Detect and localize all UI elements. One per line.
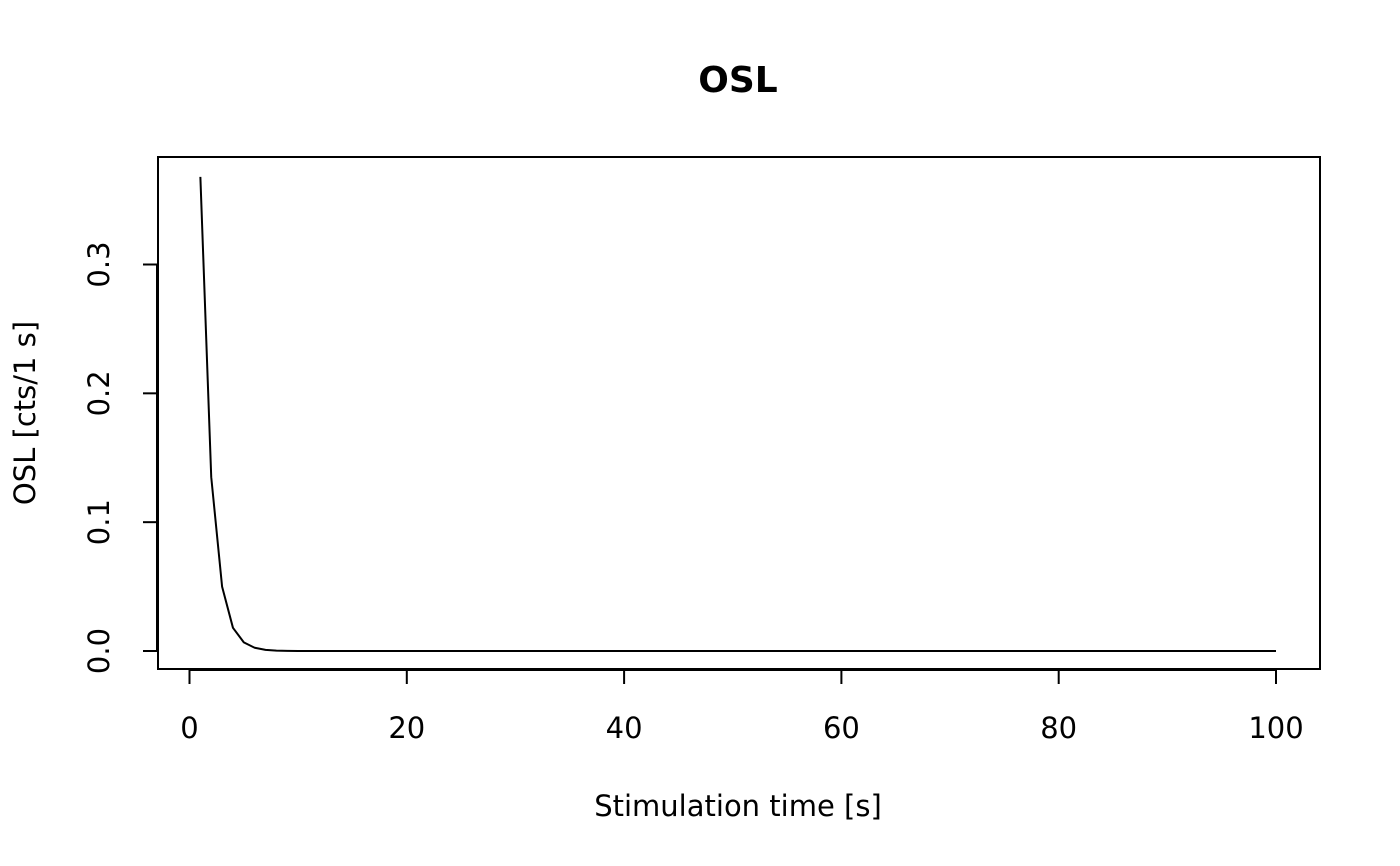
y-axis-label: OSL [cts/1 s] — [8, 321, 42, 505]
series-layer — [199, 176, 1276, 652]
series-line — [199, 176, 1276, 652]
y-tick-label: 0.2 — [82, 370, 116, 416]
y-tick-label: 0.1 — [82, 499, 116, 545]
x-tick-label: 60 — [823, 711, 860, 745]
x-axis-label: Stimulation time [s] — [594, 789, 882, 823]
plot-area-frame — [157, 156, 1321, 670]
x-tick-label: 80 — [1040, 711, 1077, 745]
y-axis: 0.0 0.1 0.2 0.3 — [82, 241, 158, 674]
x-tick-label: 20 — [388, 711, 425, 745]
y-tick-label: 0.0 — [82, 628, 116, 674]
x-tick-label: 100 — [1248, 711, 1303, 745]
x-axis: 0 20 40 60 80 100 — [180, 669, 1304, 745]
x-tick-label: 0 — [180, 711, 198, 745]
y-tick-label: 0.3 — [82, 241, 116, 287]
x-tick-label: 40 — [606, 711, 643, 745]
chart-title: OSL — [698, 60, 777, 101]
